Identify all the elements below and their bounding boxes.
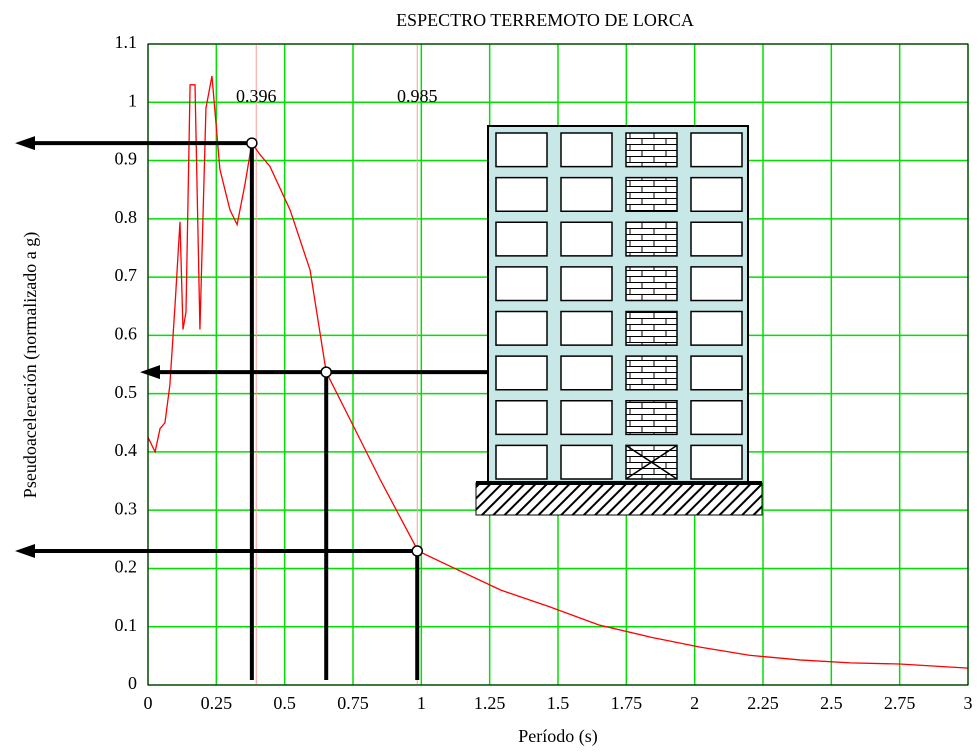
brick-infill (626, 222, 677, 256)
y-tick-label: 0.8 (115, 207, 138, 227)
window (496, 267, 547, 301)
x-tick-label: 1 (417, 693, 426, 713)
page: ESPECTRO TERREMOTO DE LORCA Período (s) … (0, 0, 979, 756)
brick-infill (626, 133, 677, 167)
brick-infill (626, 356, 677, 390)
brick-infill (626, 401, 677, 435)
y-tick-label: 1.1 (115, 32, 138, 52)
window (691, 133, 742, 167)
y-tick-label: 0.5 (115, 382, 138, 402)
window (561, 445, 612, 479)
window (691, 401, 742, 435)
chart: ESPECTRO TERREMOTO DE LORCA Período (s) … (0, 0, 979, 756)
y-tick-label: 0.6 (115, 323, 138, 343)
x-tick-label: 0 (144, 693, 153, 713)
reference-label: 0.396 (236, 86, 277, 106)
ground (476, 483, 762, 515)
y-tick-label: 0.4 (115, 440, 138, 460)
x-tick-label: 3 (964, 693, 973, 713)
brick-infill (626, 312, 677, 346)
x-axis-label: Período (s) (518, 726, 598, 747)
window (496, 133, 547, 167)
x-tick-label: 2.25 (747, 693, 779, 713)
x-tick-label: 2.75 (884, 693, 916, 713)
arrow-head (15, 136, 35, 150)
window (561, 222, 612, 256)
building (476, 126, 762, 515)
window (561, 267, 612, 301)
reference-label: 0.985 (397, 86, 438, 106)
window (691, 178, 742, 212)
y-axis-label: Pseudoaceleración (normalizado a g) (20, 232, 41, 498)
window (496, 401, 547, 435)
x-tick-label: 0.25 (201, 693, 233, 713)
marker (247, 138, 257, 148)
chart-title: ESPECTRO TERREMOTO DE LORCA (396, 10, 694, 30)
x-tick-label: 0.5 (273, 693, 296, 713)
marker (412, 546, 422, 556)
brick-infill (626, 267, 677, 301)
window (691, 312, 742, 346)
window (691, 222, 742, 256)
brick-infill (626, 178, 677, 212)
y-tick-label: 0 (128, 673, 137, 693)
y-tick-label: 1 (128, 90, 137, 110)
window (496, 356, 547, 390)
y-tick-label: 0.2 (115, 557, 138, 577)
arrow-head (140, 365, 160, 379)
y-tick-label: 0.1 (115, 615, 138, 635)
x-tick-label: 1.75 (611, 693, 643, 713)
x-tick-label: 0.75 (337, 693, 369, 713)
window (496, 445, 547, 479)
x-tick-label: 1.5 (547, 693, 570, 713)
x-tick-label: 2.5 (820, 693, 843, 713)
arrow-head (15, 544, 35, 558)
window (691, 445, 742, 479)
window (561, 133, 612, 167)
window (561, 401, 612, 435)
y-tick-label: 0.3 (115, 498, 138, 518)
window (561, 356, 612, 390)
window (691, 356, 742, 390)
marker (321, 367, 331, 377)
y-tick-label: 0.9 (115, 149, 138, 169)
window (496, 178, 547, 212)
y-tick-label: 0.7 (115, 265, 138, 285)
window (691, 267, 742, 301)
window (561, 312, 612, 346)
window (496, 222, 547, 256)
x-tick-label: 1.25 (474, 693, 506, 713)
x-tick-label: 2 (690, 693, 699, 713)
window (496, 312, 547, 346)
window (561, 178, 612, 212)
